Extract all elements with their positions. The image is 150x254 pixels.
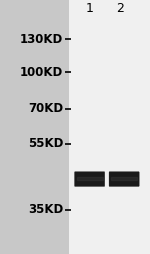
Text: 35KD: 35KD (28, 203, 63, 216)
Text: 1: 1 (85, 2, 93, 15)
Text: 2: 2 (116, 2, 124, 15)
Bar (69, 0, 150, 254)
Text: 100KD: 100KD (20, 66, 63, 79)
FancyBboxPatch shape (75, 172, 105, 186)
Text: 70KD: 70KD (28, 102, 63, 115)
Text: 130KD: 130KD (20, 33, 63, 46)
FancyBboxPatch shape (109, 172, 139, 186)
Text: 55KD: 55KD (28, 137, 63, 150)
